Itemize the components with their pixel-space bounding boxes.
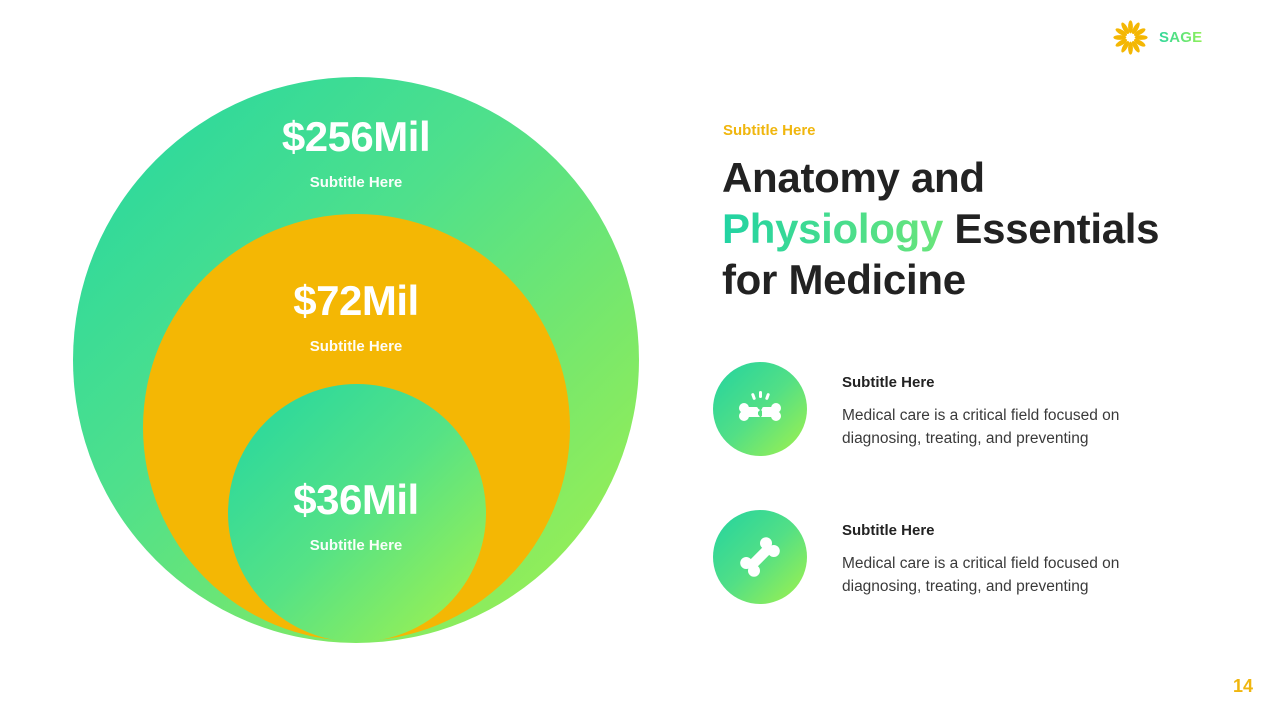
feature-title: Subtitle Here <box>842 374 935 391</box>
title-line-1: Anatomy and <box>722 154 985 201</box>
circle-middle-label: $72Mil Subtitle Here <box>206 277 506 356</box>
feature-item: Subtitle Here Medical care is a critical… <box>713 510 1183 606</box>
circle-inner-subtitle: Subtitle Here <box>309 537 403 554</box>
feature-icon-circle <box>713 362 807 456</box>
circle-outer-subtitle: Subtitle Here <box>309 174 403 191</box>
brand-name: SAGE <box>1159 29 1203 46</box>
feature-title: Subtitle Here <box>842 522 935 539</box>
title-highlight: Physiology <box>722 205 944 252</box>
circle-middle-value: $72Mil <box>293 277 419 324</box>
feature-description: Medical care is a critical field focused… <box>842 555 1120 595</box>
circle-middle-subtitle: Subtitle Here <box>309 338 403 355</box>
title-line-2: Essentials <box>943 205 1160 252</box>
feature-description: Medical care is a critical field focused… <box>842 407 1120 447</box>
eyebrow-subtitle: Subtitle Here <box>723 122 816 139</box>
bone-icon <box>740 537 780 577</box>
feature-icon-circle <box>713 510 807 604</box>
circle-inner-value: $36Mil <box>293 476 419 523</box>
feature-item: Subtitle Here Medical care is a critical… <box>713 362 1183 458</box>
page-number: 14 <box>1233 676 1254 696</box>
circle-outer-label: $256Mil Subtitle Here <box>206 113 506 192</box>
sunflower-icon <box>1113 20 1148 55</box>
circle-outer-value: $256Mil <box>281 113 431 160</box>
brand-logo: SAGE <box>1112 19 1202 56</box>
circle-inner-label: $36Mil Subtitle Here <box>206 476 506 555</box>
bone-break-icon <box>739 391 781 421</box>
circle-inner <box>228 384 486 642</box>
title-line-3: for Medicine <box>722 256 966 303</box>
page-title: Anatomy and Physiology Essentials for Me… <box>722 152 1160 305</box>
